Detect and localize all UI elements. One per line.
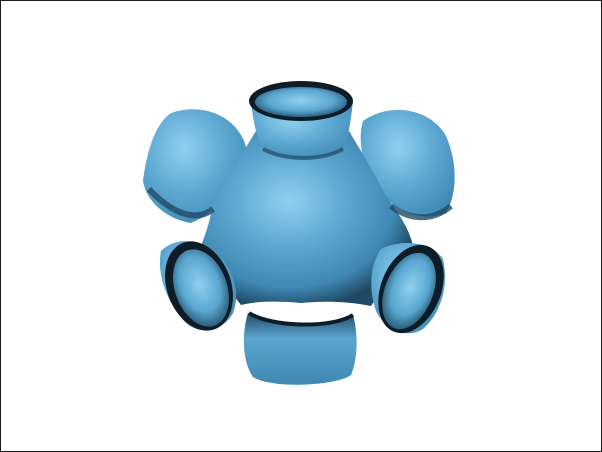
left-tube-opening <box>172 249 230 327</box>
upper-left-crease <box>146 186 215 219</box>
central-body <box>199 131 413 306</box>
top-tube-opening <box>255 87 347 117</box>
right-tube-opening <box>382 252 436 330</box>
upper-right-crease <box>389 203 453 221</box>
bottom-crease <box>247 311 355 327</box>
bottom-lobe <box>243 313 357 385</box>
upper-right-lobe <box>360 109 455 217</box>
neck-crease <box>262 147 344 160</box>
